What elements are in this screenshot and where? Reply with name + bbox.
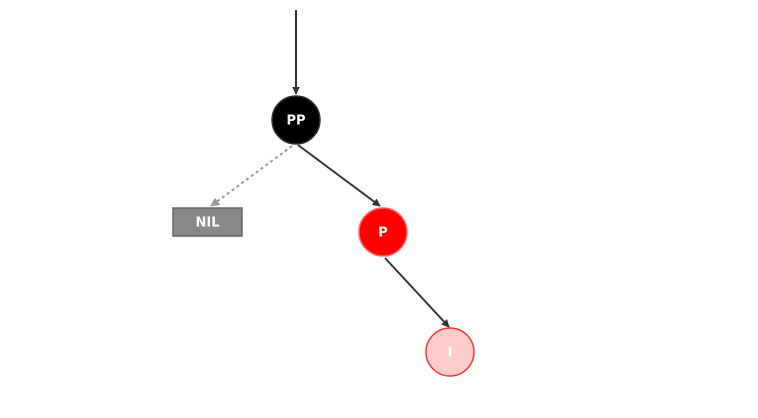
node-nil[interactable]: NIL bbox=[172, 207, 243, 237]
node-p-label: P bbox=[378, 226, 388, 241]
node-i[interactable]: I bbox=[425, 327, 475, 377]
node-i-label: I bbox=[448, 346, 453, 361]
edge-pp-to-p bbox=[297, 144, 381, 207]
node-i-circle bbox=[425, 327, 475, 377]
node-p-circle bbox=[358, 207, 408, 257]
node-p[interactable]: P bbox=[358, 207, 408, 257]
node-nil-box bbox=[172, 207, 243, 237]
node-nil-label: NIL bbox=[195, 216, 219, 231]
edge-pp-to-nil bbox=[210, 145, 293, 207]
node-pp-circle bbox=[271, 95, 321, 145]
edge-p-to-i bbox=[384, 257, 450, 328]
node-pp-label: PP bbox=[286, 114, 305, 129]
node-pp[interactable]: PP bbox=[271, 95, 321, 145]
